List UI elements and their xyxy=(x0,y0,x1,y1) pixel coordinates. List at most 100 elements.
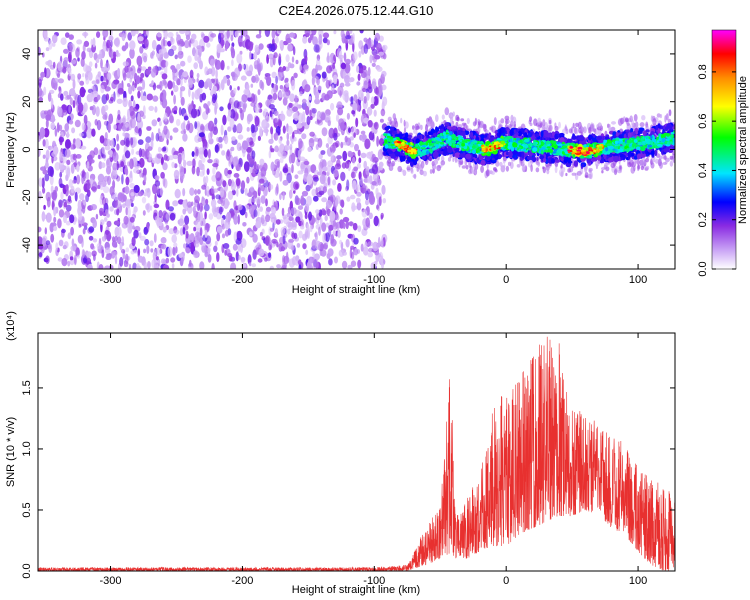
noise-blob xyxy=(157,128,161,134)
noise-blob xyxy=(247,113,253,123)
noise-blob xyxy=(142,210,146,216)
noise-blob xyxy=(143,55,148,63)
noise-blob xyxy=(220,197,225,207)
noise-blob xyxy=(120,161,125,167)
noise-blob xyxy=(241,94,248,103)
signal-body xyxy=(531,134,536,140)
noise-blob xyxy=(251,125,259,133)
noise-blob xyxy=(288,154,293,164)
spectrogram-signal-band xyxy=(382,107,675,181)
noise-blob xyxy=(371,153,377,163)
noise-blob xyxy=(204,66,209,76)
noise-blob xyxy=(363,117,370,124)
noise-blob xyxy=(167,80,173,90)
noise-blob xyxy=(57,257,63,262)
noise-blob xyxy=(344,82,351,87)
noise-blob xyxy=(365,199,369,206)
signal-body xyxy=(524,153,527,157)
signal-body xyxy=(551,131,555,136)
noise-blob xyxy=(42,154,46,159)
signal-halo xyxy=(562,128,567,135)
signal-halo xyxy=(554,125,559,132)
noise-blob xyxy=(146,202,151,213)
signal-body xyxy=(660,125,663,130)
signal-body xyxy=(579,140,582,145)
noise-blob xyxy=(300,225,305,230)
noise-blob xyxy=(311,108,317,114)
noise-blob xyxy=(68,119,74,125)
noise-blob xyxy=(365,217,371,228)
signal-halo xyxy=(626,122,630,126)
noise-blob xyxy=(289,93,295,102)
noise-blob xyxy=(240,180,246,191)
noise-blob xyxy=(61,228,66,234)
noise-blob xyxy=(101,94,108,105)
noise-blob xyxy=(143,226,149,235)
signal-halo xyxy=(458,160,461,168)
noise-blob xyxy=(82,228,86,235)
signal-halo xyxy=(486,162,489,170)
noise-blob xyxy=(128,84,133,95)
noise-blob xyxy=(155,132,160,142)
noise-blob xyxy=(41,177,45,189)
noise-blob xyxy=(214,58,218,66)
noise-blob xyxy=(189,69,194,79)
noise-blob xyxy=(151,258,157,269)
noise-blob xyxy=(254,116,260,127)
noise-blob xyxy=(52,61,56,69)
noise-blob xyxy=(199,227,203,237)
noise-blob xyxy=(224,219,227,228)
noise-blob xyxy=(204,211,207,220)
noise-blob xyxy=(38,96,43,103)
noise-blob xyxy=(102,75,108,82)
signal-halo xyxy=(503,164,506,168)
noise-blob xyxy=(43,86,47,96)
noise-blob xyxy=(72,153,77,161)
noise-blob xyxy=(146,245,150,254)
noise-blob xyxy=(138,127,142,137)
signal-body xyxy=(469,132,474,138)
noise-blob xyxy=(352,222,358,231)
signal-body xyxy=(554,159,561,163)
noise-blob xyxy=(180,60,186,67)
noise-blob xyxy=(173,94,177,105)
signal-body xyxy=(473,135,477,140)
noise-blob xyxy=(154,106,158,113)
noise-blob xyxy=(240,257,246,262)
noise-blob xyxy=(59,183,65,189)
signal-halo xyxy=(471,167,476,175)
noise-blob xyxy=(312,250,316,259)
noise-blob xyxy=(57,78,64,84)
noise-blob xyxy=(214,104,218,115)
noise-blob xyxy=(237,214,240,225)
noise-blob xyxy=(153,233,157,243)
noise-blob xyxy=(45,47,50,52)
noise-blob xyxy=(226,65,230,70)
noise-blob xyxy=(54,162,61,171)
signal-body xyxy=(407,134,412,139)
noise-blob xyxy=(72,100,76,109)
noise-blob xyxy=(380,239,384,247)
noise-blob xyxy=(378,253,382,258)
noise-blob xyxy=(265,206,272,212)
noise-blob xyxy=(194,146,198,157)
noise-blob xyxy=(225,40,229,50)
noise-blob xyxy=(306,115,311,126)
noise-blob xyxy=(328,224,334,231)
noise-blob xyxy=(45,212,52,223)
noise-blob xyxy=(63,48,69,54)
noise-blob xyxy=(137,248,141,256)
noise-blob xyxy=(337,182,342,192)
signal-body xyxy=(592,133,596,138)
signal-halo xyxy=(629,115,633,123)
noise-blob xyxy=(367,120,373,128)
noise-blob xyxy=(45,240,51,246)
noise-blob xyxy=(85,64,90,76)
noise-blob xyxy=(282,179,289,186)
noise-blob xyxy=(44,110,48,115)
noise-blob xyxy=(162,93,167,103)
noise-blob xyxy=(299,91,303,97)
noise-blob xyxy=(295,197,301,206)
noise-blob xyxy=(375,87,379,96)
noise-blob xyxy=(230,146,235,152)
